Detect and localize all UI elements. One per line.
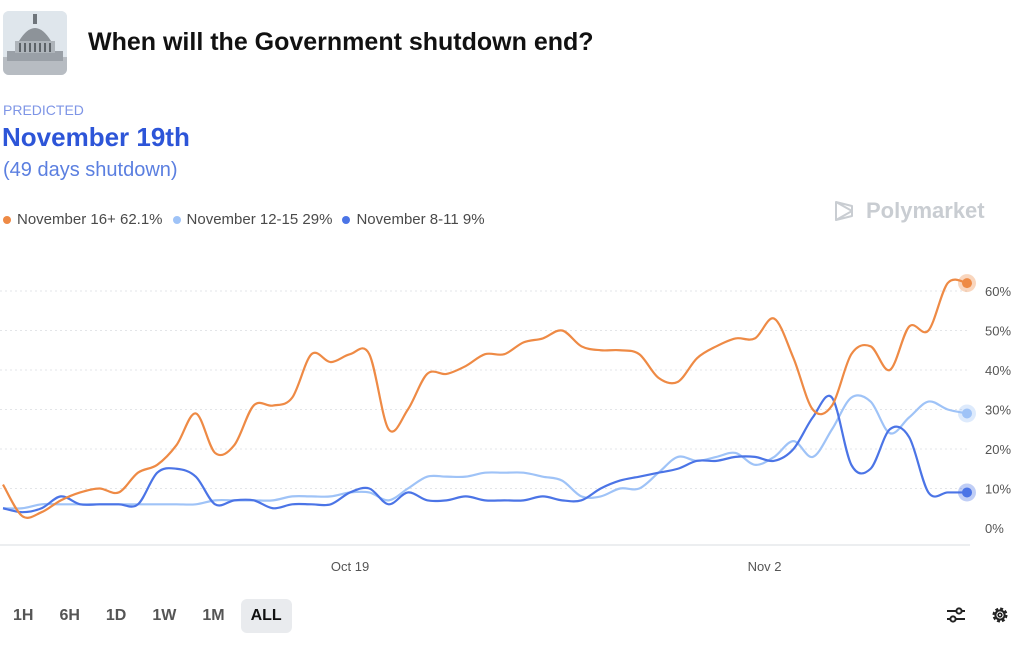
range-1m-button[interactable]: 1M xyxy=(202,607,225,624)
x-tick-label: Nov 2 xyxy=(748,559,782,574)
y-tick-label: 0% xyxy=(985,521,1004,536)
gear-icon[interactable] xyxy=(989,604,1011,626)
y-tick-label: 50% xyxy=(985,324,1011,339)
legend-label: November 16+ 62.1% xyxy=(17,211,163,228)
brand-name: Polymarket xyxy=(866,198,985,223)
capitol-building-image xyxy=(3,11,67,75)
predicted-note: (49 days shutdown) xyxy=(3,159,178,181)
legend-label: November 12-15 29% xyxy=(186,211,333,228)
series-endpoint-dot xyxy=(962,487,972,498)
range-1d-button[interactable]: 1D xyxy=(105,607,127,624)
predicted-value: November 19th xyxy=(2,122,190,152)
legend-dot xyxy=(342,215,351,224)
legend-item-nov-8-11: November 8-11 9% xyxy=(342,211,485,228)
range-1h-button[interactable]: 1H xyxy=(13,607,34,624)
legend-dot xyxy=(172,215,181,224)
x-tick-label: Oct 19 xyxy=(331,559,369,574)
y-tick-label: 10% xyxy=(985,482,1011,497)
legend-dot xyxy=(3,215,11,224)
series-endpoint-dot xyxy=(962,278,972,289)
legend-label: November 8-11 9% xyxy=(356,211,485,228)
range-6h-button[interactable]: 6H xyxy=(59,607,80,624)
y-tick-label: 20% xyxy=(985,442,1011,457)
series-line-november-8-11 xyxy=(2,394,967,514)
time-range-selector: 1H 6H 1D 1W 1M ALL xyxy=(3,599,292,633)
series-endpoint-dot xyxy=(962,408,972,419)
y-tick-label: 30% xyxy=(985,403,1011,418)
market-thumbnail xyxy=(3,11,67,75)
series-line-november-16- xyxy=(2,278,968,519)
legend-item-nov-16-plus: November 16+ 62.1% xyxy=(3,211,163,228)
sliders-icon[interactable] xyxy=(945,604,967,626)
range-1w-button[interactable]: 1W xyxy=(152,607,177,624)
polymarket-logo-icon xyxy=(835,201,853,221)
predicted-label: PREDICTED xyxy=(3,102,84,118)
y-tick-label: 40% xyxy=(985,363,1011,378)
probability-line-chart: 0% 10% 20% 30% 40% 50% 60% Oct 19 Nov 2 xyxy=(0,274,1011,574)
series-line-november-12-15 xyxy=(2,394,968,510)
chart-legend: November 16+ 62.1% November 12-15 29% No… xyxy=(3,211,485,228)
y-tick-label: 60% xyxy=(985,284,1011,299)
market-title: When will the Government shutdown end? xyxy=(88,28,594,56)
range-all-button[interactable]: ALL xyxy=(240,599,292,633)
legend-item-nov-12-15: November 12-15 29% xyxy=(172,211,333,228)
polymarket-logo: Polymarket xyxy=(832,198,985,224)
